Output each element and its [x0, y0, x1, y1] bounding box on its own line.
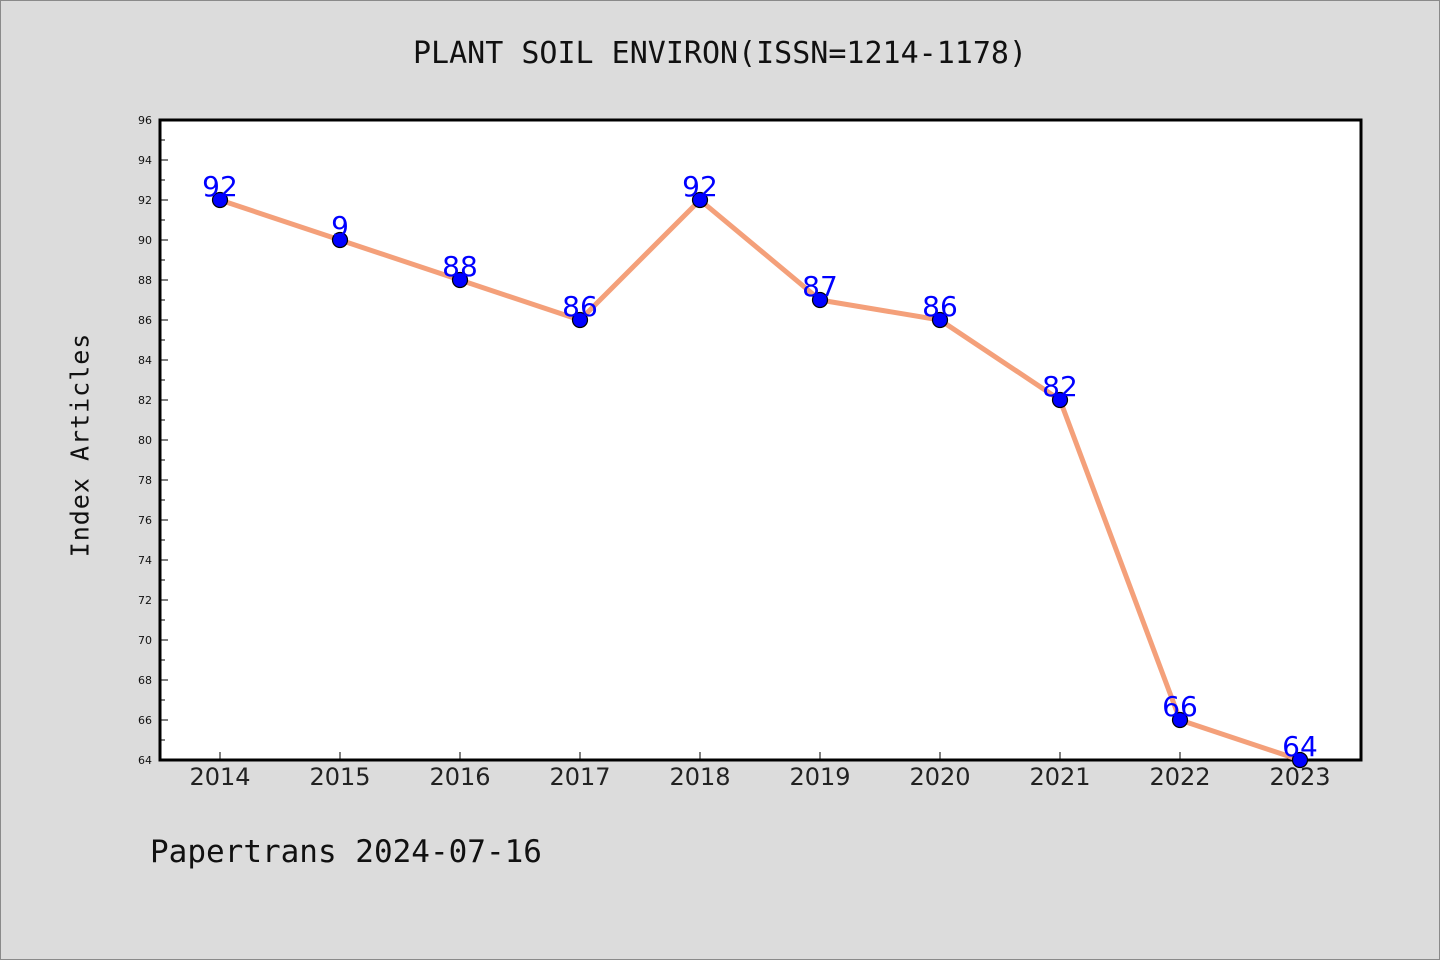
y-tick-label: 92 [138, 194, 152, 207]
data-label: 88 [442, 250, 478, 283]
data-label: 82 [1042, 370, 1078, 403]
y-tick-label: 68 [138, 674, 152, 687]
y-tick-label: 74 [138, 554, 152, 567]
y-tick-label: 82 [138, 394, 152, 407]
plot-background [158, 118, 1363, 762]
y-tick-label: 88 [138, 274, 152, 287]
series-line [219, 197, 1301, 763]
data-point [691, 191, 709, 209]
x-tick-label: 2018 [669, 763, 730, 791]
data-point [451, 271, 469, 289]
y-tick-label: 80 [138, 434, 152, 447]
y-tick-label: 96 [138, 114, 152, 127]
data-point [571, 311, 589, 329]
data-point [1291, 751, 1309, 769]
data-label: 92 [682, 170, 718, 203]
data-label: 66 [1162, 690, 1198, 723]
y-tick-label: 66 [138, 714, 152, 727]
data-point [1171, 711, 1189, 729]
x-tick-label: 2019 [789, 763, 850, 791]
x-tick-label: 2014 [189, 763, 250, 791]
y-tick-label: 78 [138, 474, 152, 487]
y-tick-label: 76 [138, 514, 152, 527]
data-label: 86 [562, 290, 598, 323]
x-tick-label: 2020 [909, 763, 970, 791]
data-point [931, 311, 949, 329]
y-tick-label: 64 [138, 754, 152, 767]
y-tick-label: 86 [138, 314, 152, 327]
data-point [211, 191, 229, 209]
y-tick-label: 94 [138, 154, 152, 167]
data-label: 92 [202, 170, 238, 203]
chart-title: PLANT SOIL ENVIRON(ISSN=1214-1178) [412, 36, 1028, 71]
data-label: 86 [922, 290, 958, 323]
y-tick-label: 70 [138, 634, 152, 647]
footer-text: Papertrans 2024-07-16 [150, 834, 542, 870]
y-tick-label: 84 [138, 354, 152, 367]
x-tick-label: 2015 [309, 763, 370, 791]
data-label: 64 [1282, 730, 1318, 763]
x-tick-label: 2016 [429, 763, 490, 791]
data-point [331, 231, 349, 249]
x-tick-label: 2022 [1149, 763, 1210, 791]
x-tick-label: 2021 [1029, 763, 1090, 791]
data-label: 9 [331, 210, 349, 243]
y-tick-label: 72 [138, 594, 152, 607]
data-point [1051, 391, 1069, 409]
x-tick-label: 2017 [549, 763, 610, 791]
data-label: 87 [802, 270, 838, 303]
data-point [811, 291, 829, 309]
y-tick-label: 90 [138, 234, 152, 247]
